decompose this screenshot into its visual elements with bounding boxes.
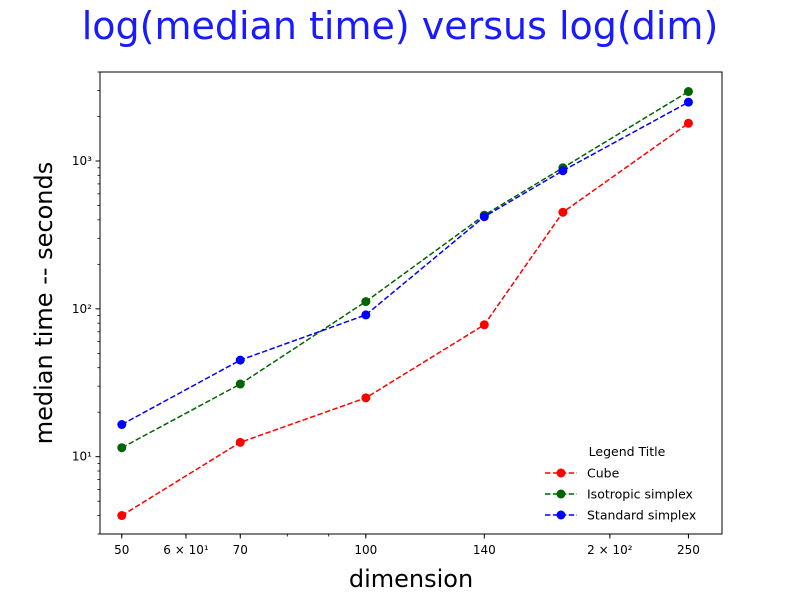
- data-point: [235, 379, 245, 389]
- legend: Legend Title Cube Isotropic simplex Standar…: [545, 444, 696, 523]
- chart-title: log(median time) versus log(dim): [81, 4, 719, 48]
- data-point: [235, 437, 245, 447]
- series-cube: [117, 118, 693, 521]
- x-tick-label: 250: [677, 543, 700, 557]
- data-point: [117, 511, 127, 521]
- series-layer: [117, 87, 693, 521]
- data-point: [235, 355, 245, 365]
- y-axis-label: median time -- seconds: [30, 162, 58, 445]
- y-tick-label: 10²: [72, 302, 92, 316]
- x-tick-label: 50: [114, 543, 129, 557]
- data-point: [361, 297, 371, 307]
- legend-entry-label: Isotropic simplex: [587, 487, 693, 502]
- data-point: [558, 166, 568, 176]
- series-standard-simplex: [117, 97, 693, 430]
- data-point: [683, 97, 693, 107]
- legend-swatch-marker: [556, 510, 566, 520]
- series-isotropic-simplex: [117, 87, 693, 453]
- data-point: [361, 310, 371, 320]
- legend-entry-label: Cube: [587, 466, 620, 481]
- x-tick-label: 6 × 10¹: [163, 543, 209, 557]
- data-point: [117, 443, 127, 453]
- data-point: [479, 320, 489, 330]
- plot-frame: [99, 71, 723, 535]
- x-tick-label: 2 × 10²: [587, 543, 633, 557]
- legend-entry-label: Standard simplex: [587, 508, 696, 523]
- legend-title: Legend Title: [589, 444, 666, 459]
- series-line: [121, 90, 689, 449]
- data-point: [361, 393, 371, 403]
- data-point: [479, 212, 489, 222]
- y-tick-label: 10¹: [72, 450, 92, 464]
- data-point: [683, 87, 693, 97]
- x-tick-label: 100: [354, 543, 377, 557]
- x-axis-label: dimension: [349, 565, 473, 593]
- data-point: [117, 420, 127, 430]
- axes: 10¹ 10² 10³ 50 6 × 10¹ 70 100 140 2 × 10² 250: [72, 71, 723, 557]
- legend-swatch-marker: [556, 468, 566, 478]
- x-tick-label: 70: [233, 543, 248, 557]
- y-tick-label: 10³: [72, 154, 92, 168]
- x-tick-label: 140: [473, 543, 496, 557]
- data-point: [683, 118, 693, 128]
- legend-swatch-marker: [556, 489, 566, 499]
- series-line: [121, 101, 689, 426]
- series-line: [121, 122, 689, 517]
- data-point: [558, 207, 568, 217]
